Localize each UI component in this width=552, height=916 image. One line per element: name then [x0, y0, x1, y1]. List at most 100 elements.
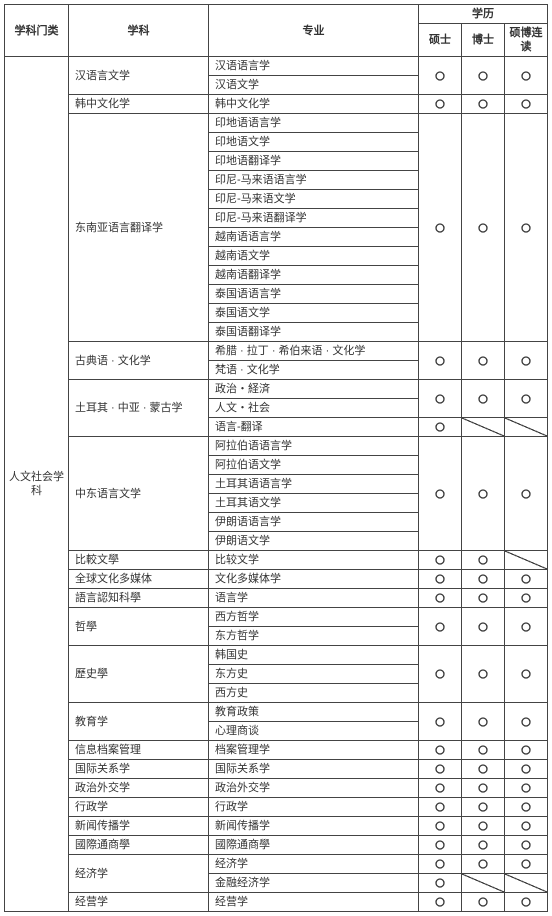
- major-cell: 经济学: [209, 855, 419, 874]
- degree-cell: [419, 570, 462, 589]
- table-row: 行政学行政学: [5, 798, 548, 817]
- degree-cell: [419, 380, 462, 418]
- header-discipline: 学科: [69, 5, 209, 57]
- header-degree-group: 学历: [419, 5, 548, 24]
- degree-cell: [419, 114, 462, 342]
- degree-cell: [462, 57, 505, 95]
- discipline-cell: 古典语 · 文化学: [69, 342, 209, 380]
- degree-cell: [462, 342, 505, 380]
- degree-cell: [419, 741, 462, 760]
- degree-cell: [419, 760, 462, 779]
- degree-cell: [419, 798, 462, 817]
- table-row: 经营学经营学: [5, 893, 548, 912]
- major-cell: 伊朗语文学: [209, 532, 419, 551]
- category-cell: 人文社会学科: [5, 57, 69, 912]
- degree-cell: [505, 589, 548, 608]
- degree-cell: [505, 741, 548, 760]
- major-cell: 新闻传播学: [209, 817, 419, 836]
- header-deg-combined: 硕博连读: [505, 24, 548, 57]
- table-row: 語言認知科學语言学: [5, 589, 548, 608]
- major-cell: 國際通商學: [209, 836, 419, 855]
- major-cell: 越南语翻译学: [209, 266, 419, 285]
- degree-cell: [462, 760, 505, 779]
- header-major: 专业: [209, 5, 419, 57]
- discipline-cell: 汉语言文学: [69, 57, 209, 95]
- major-cell: 比较文学: [209, 551, 419, 570]
- major-cell: 希腊 · 拉丁 · 希伯来语 · 文化学: [209, 342, 419, 361]
- major-cell: 政治外交学: [209, 779, 419, 798]
- major-cell: 土耳其语语言学: [209, 475, 419, 494]
- major-cell: 土耳其语文学: [209, 494, 419, 513]
- degree-cell: [419, 874, 462, 893]
- discipline-cell: 語言認知科學: [69, 589, 209, 608]
- major-cell: 印尼-马来语翻译学: [209, 209, 419, 228]
- major-cell: 泰国语翻译学: [209, 323, 419, 342]
- discipline-cell: 政治外交学: [69, 779, 209, 798]
- degree-cell: [462, 893, 505, 912]
- major-cell: 经营学: [209, 893, 419, 912]
- degree-cell: [462, 589, 505, 608]
- discipline-cell: 新闻传播学: [69, 817, 209, 836]
- degree-cell: [505, 437, 548, 551]
- degree-cell: [462, 779, 505, 798]
- major-cell: 西方哲学: [209, 608, 419, 627]
- discipline-cell: 经营学: [69, 893, 209, 912]
- program-table: 学科门类 学科 专业 学历 硕士 博士 硕博连读 人文社会学科汉语言文学汉语语言…: [4, 4, 548, 912]
- table-row: 教育学教育政策: [5, 703, 548, 722]
- degree-cell: [462, 817, 505, 836]
- discipline-cell: 教育学: [69, 703, 209, 741]
- degree-cell: [505, 114, 548, 342]
- major-cell: 文化多媒体学: [209, 570, 419, 589]
- degree-cell: [505, 893, 548, 912]
- table-row: 歷史學韩国史: [5, 646, 548, 665]
- major-cell: 印尼-马来语文学: [209, 190, 419, 209]
- table-row: 哲學西方哲学: [5, 608, 548, 627]
- degree-cell: [462, 551, 505, 570]
- discipline-cell: 歷史學: [69, 646, 209, 703]
- discipline-cell: 信息档案管理: [69, 741, 209, 760]
- major-cell: 伊朗语语言学: [209, 513, 419, 532]
- degree-cell: [505, 95, 548, 114]
- major-cell: 汉语语言学: [209, 57, 419, 76]
- major-cell: 语言学: [209, 589, 419, 608]
- degree-cell: [419, 646, 462, 703]
- degree-cell: [419, 836, 462, 855]
- degree-cell: [505, 798, 548, 817]
- table-row: 古典语 · 文化学希腊 · 拉丁 · 希伯来语 · 文化学: [5, 342, 548, 361]
- degree-cell: [419, 608, 462, 646]
- table-row: 东南亚语言翻译学印地语语言学: [5, 114, 548, 133]
- degree-cell: [419, 893, 462, 912]
- header-deg-masters: 硕士: [419, 24, 462, 57]
- table-row: 信息档案管理档案管理学: [5, 741, 548, 760]
- degree-cell: [419, 551, 462, 570]
- major-cell: 语言-翻译: [209, 418, 419, 437]
- major-cell: 印尼-马来语语言学: [209, 171, 419, 190]
- degree-cell: [462, 95, 505, 114]
- degree-cell: [462, 703, 505, 741]
- degree-cell: [462, 646, 505, 703]
- degree-cell: [462, 570, 505, 589]
- degree-cell: [505, 760, 548, 779]
- table-row: 经济学经济学: [5, 855, 548, 874]
- degree-cell: [419, 342, 462, 380]
- degree-cell: [462, 798, 505, 817]
- degree-cell: [505, 570, 548, 589]
- degree-cell: [505, 551, 548, 570]
- major-cell: 教育政策: [209, 703, 419, 722]
- degree-cell: [505, 779, 548, 798]
- degree-cell: [505, 342, 548, 380]
- table-row: 新闻传播学新闻传播学: [5, 817, 548, 836]
- table-row: 政治外交学政治外交学: [5, 779, 548, 798]
- major-cell: 印地语语言学: [209, 114, 419, 133]
- table-row: 中东语言文学阿拉伯语语言学: [5, 437, 548, 456]
- major-cell: 泰国语文学: [209, 304, 419, 323]
- degree-cell: [419, 779, 462, 798]
- degree-cell: [462, 437, 505, 551]
- table-row: 比較文學比较文学: [5, 551, 548, 570]
- degree-cell: [505, 855, 548, 874]
- table-body: 人文社会学科汉语言文学汉语语言学汉语文学韩中文化学韩中文化学东南亚语言翻译学印地…: [5, 57, 548, 912]
- major-cell: 金融经济学: [209, 874, 419, 893]
- degree-cell: [419, 418, 462, 437]
- major-cell: 心理商谈: [209, 722, 419, 741]
- degree-cell: [419, 95, 462, 114]
